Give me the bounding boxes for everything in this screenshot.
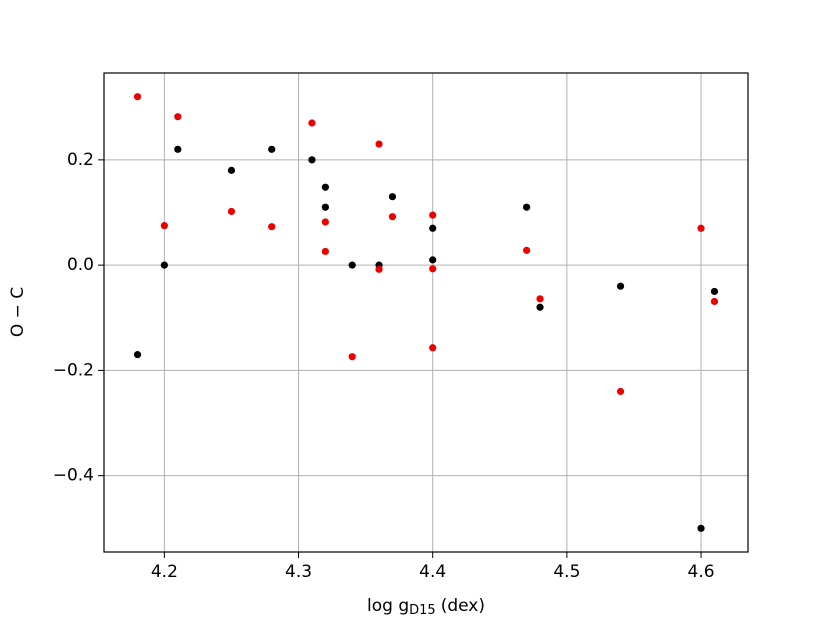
- data-point: [429, 256, 437, 264]
- y-tick-label: −0.2: [53, 360, 94, 380]
- y-tick-label: 0.0: [67, 255, 94, 275]
- data-point: [375, 265, 383, 273]
- data-point: [227, 166, 236, 174]
- data-point: [321, 183, 329, 191]
- x-tick-label: 4.4: [419, 562, 446, 582]
- y-tick-label: −0.4: [53, 466, 94, 486]
- x-axis-label-main: log g: [367, 596, 409, 616]
- x-tick-label: 4.2: [151, 562, 178, 582]
- data-point: [321, 247, 329, 256]
- data-point: [710, 297, 719, 306]
- data-point: [348, 261, 356, 269]
- data-point: [308, 119, 316, 127]
- data-point: [429, 224, 437, 232]
- data-point: [536, 303, 544, 311]
- data-point: [227, 207, 236, 216]
- data-point: [388, 213, 397, 221]
- data-point: [536, 295, 544, 303]
- plot-frame: [103, 72, 749, 553]
- data-point: [308, 156, 316, 164]
- x-axis-label-unit: (dex): [441, 596, 485, 616]
- data-point: [616, 282, 625, 290]
- data-point: [321, 218, 329, 226]
- x-tick-label: 4.6: [688, 562, 715, 582]
- data-point: [133, 351, 142, 359]
- data-point: [160, 261, 168, 269]
- data-point: [348, 353, 356, 361]
- data-point: [697, 224, 705, 232]
- data-point: [523, 203, 531, 211]
- x-axis-label: log gD15 (dex): [367, 596, 485, 618]
- data-point: [133, 93, 142, 101]
- data-point: [429, 265, 437, 273]
- data-point: [174, 113, 182, 121]
- y-axis-label: O − C: [8, 287, 28, 337]
- x-axis-label-sub: D15: [409, 603, 436, 618]
- data-point: [697, 524, 705, 532]
- data-point: [160, 222, 168, 230]
- x-tick-label: 4.3: [285, 562, 312, 582]
- data-point: [523, 246, 531, 254]
- data-point: [388, 193, 397, 201]
- data-point: [174, 145, 182, 153]
- x-tick-label: 4.5: [553, 562, 580, 582]
- data-point: [268, 223, 276, 231]
- data-point: [321, 203, 329, 211]
- data-point: [429, 344, 437, 352]
- y-tick-label: 0.2: [67, 150, 94, 170]
- data-point: [429, 211, 437, 219]
- data-point: [710, 287, 719, 296]
- data-point: [268, 145, 276, 153]
- data-point: [616, 387, 625, 396]
- data-point: [375, 140, 383, 148]
